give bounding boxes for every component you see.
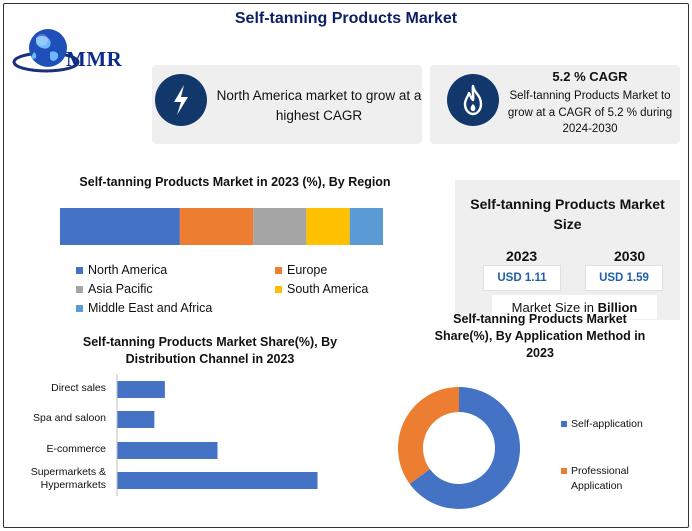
legend-item-middle-east-and-africa: Middle East and Africa [76,301,212,315]
donut-legend-item-self-application: Self-application [561,417,671,432]
flame-icon-badge [447,74,499,126]
legend-label: South America [287,282,369,296]
cagr-text: Self-tanning Products Market to grow at … [507,90,673,135]
region-bar-segment-asia-pacific [253,208,307,245]
legend-swatch [561,421,567,427]
channel-chart-title: Self-tanning Products Market Share(%), B… [82,335,338,366]
region-stacked-bar [60,208,383,245]
market-size-value-2023: USD 1.11 [483,265,561,291]
legend-label: North America [88,263,168,277]
legend-swatch [561,468,567,474]
legend-label: Europe [287,263,328,277]
region-bar-segment-south-america [306,208,350,245]
year-label-2030: 2030 [614,248,646,264]
legend-item-south-america: South America [275,282,368,296]
logo-text: MMR [66,47,123,71]
legend-swatch [275,266,282,274]
channel-label-supermarkets-hypermarkets: Supermarkets & Hypermarkets [30,466,106,491]
year-label-2023: 2023 [506,248,538,264]
region-chart-title: Self-tanning Products Market in 2023 (%)… [79,175,391,189]
globe-icon [12,29,80,73]
market-size-value-2030: USD 1.59 [585,265,663,291]
lightning-icon [174,85,188,115]
legend-label: Asia Pacific [88,282,153,296]
application-chart-title: Self-tanning Products Market Share(%), B… [434,312,646,360]
flame-icon [463,84,483,116]
legend-swatch [76,304,83,312]
lightning-icon-badge [155,74,207,126]
legend-swatch [275,285,282,293]
legend-item-europe: Europe [275,263,327,277]
channel-bar-spa-and-saloon [117,411,155,428]
region-bar-segment-middle-east-and-africa [349,208,383,245]
legend-label: Self-application [571,418,643,430]
market-size-title: Self-tanning Products Market Size [470,196,665,232]
market-size-footer: Market Size in Billion [492,295,657,319]
region-bar-segment-north-america [60,208,180,245]
donut-slice-self-application [409,387,521,509]
region-bar-segment-europe [179,208,254,245]
channel-bar-supermarkets-hypermarkets [117,472,318,489]
market-size-footer-prefix: Market Size in [511,299,595,315]
channel-bar-e-commerce [117,442,218,459]
channel-bar-direct-sales [117,381,165,398]
channel-label-spa-and-saloon: Spa and saloon [33,412,106,424]
legend-label: Middle East and Africa [88,301,213,315]
donut-legend-item-professional-application: Professional Application [561,464,671,494]
page-title: Self-tanning Products Market [234,10,458,27]
channel-label-direct-sales: Direct sales [51,382,106,394]
cagr-title: 5.2 % CAGR [552,69,628,84]
market-size-footer-unit: Billion [597,299,638,315]
channel-label-e-commerce: E-commerce [46,443,106,455]
infographic-frame [3,3,689,528]
legend-item-north-america: North America [76,263,167,277]
donut-slice-professional-application [398,387,459,484]
legend-item-asia-pacific: Asia Pacific [76,282,153,296]
legend-swatch [76,266,83,274]
legend-swatch [76,285,83,293]
legend-label: Professional Application [571,465,629,492]
highlight-card-text: North America market to grow at a highes… [216,88,422,123]
logo [12,24,142,80]
